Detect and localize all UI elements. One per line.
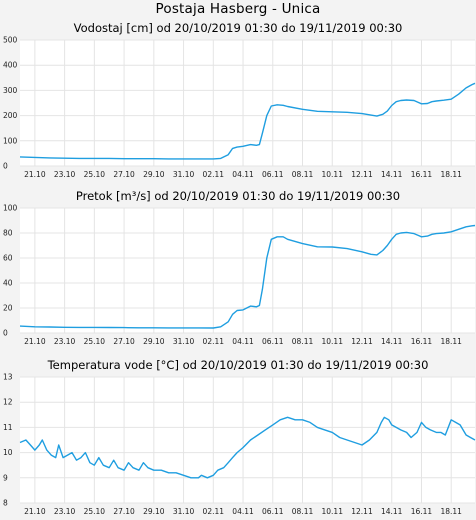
x-tick-label: 29.10 — [143, 170, 165, 179]
x-tick-label: 29.10 — [143, 337, 165, 346]
x-tick-label: 04.11 — [232, 337, 254, 346]
y-tick-label: 13 — [3, 373, 13, 382]
x-tick-label: 21.10 — [24, 170, 46, 179]
y-tick-label: 400 — [3, 61, 18, 70]
y-tick-label: 8 — [3, 499, 8, 508]
y-tick-label: 12 — [3, 398, 13, 407]
chart-title: Pretok [m³/s] od 20/10/2019 01:30 do 19/… — [76, 189, 400, 203]
y-tick-label: 100 — [3, 136, 18, 145]
x-tick-label: 04.11 — [232, 170, 254, 179]
x-tick-label: 29.10 — [143, 507, 165, 516]
y-tick-label: 500 — [3, 36, 18, 45]
y-tick-label: 60 — [3, 254, 13, 263]
x-tick-label: 06.11 — [262, 507, 284, 516]
x-tick-label: 23.10 — [54, 170, 76, 179]
x-tick-label: 10.11 — [322, 170, 344, 179]
x-tick-label: 25.10 — [84, 170, 106, 179]
y-tick-label: 9 — [3, 473, 8, 482]
x-tick-label: 25.10 — [84, 507, 106, 516]
plot-area — [20, 377, 475, 503]
y-tick-label: 200 — [3, 111, 18, 120]
y-tick-label: 10 — [3, 448, 13, 457]
x-tick-label: 12.11 — [351, 507, 373, 516]
x-tick-label: 27.10 — [113, 507, 135, 516]
x-tick-label: 08.11 — [292, 337, 314, 346]
x-tick-label: 10.11 — [322, 337, 344, 346]
series-line — [19, 224, 476, 329]
x-tick-label: 31.10 — [173, 170, 195, 179]
x-tick-label: 18.11 — [440, 170, 462, 179]
chart-1: Vodostaj [cm] od 20/10/2019 01:30 do 19/… — [3, 21, 476, 179]
y-tick-label: 0 — [3, 329, 8, 338]
x-tick-label: 14.11 — [381, 507, 403, 516]
x-tick-label: 08.11 — [292, 507, 314, 516]
x-tick-label: 14.11 — [381, 337, 403, 346]
x-tick-label: 31.10 — [173, 337, 195, 346]
y-tick-label: 80 — [3, 229, 13, 238]
x-tick-label: 21.10 — [24, 337, 46, 346]
x-tick-label: 25.10 — [84, 337, 106, 346]
x-tick-label: 08.11 — [292, 170, 314, 179]
series-line — [19, 82, 476, 160]
chart-title: Vodostaj [cm] od 20/10/2019 01:30 do 19/… — [74, 21, 403, 35]
x-tick-label: 16.11 — [411, 337, 433, 346]
x-tick-label: 16.11 — [411, 507, 433, 516]
x-tick-label: 02.11 — [203, 170, 225, 179]
x-tick-label: 06.11 — [262, 337, 284, 346]
x-tick-label: 02.11 — [203, 337, 225, 346]
x-tick-label: 23.10 — [54, 337, 76, 346]
chart-2: Pretok [m³/s] od 20/10/2019 01:30 do 19/… — [3, 189, 476, 346]
x-tick-label: 06.11 — [262, 170, 284, 179]
x-tick-label: 04.11 — [232, 507, 254, 516]
x-tick-label: 10.11 — [322, 507, 344, 516]
x-tick-label: 12.11 — [351, 170, 373, 179]
y-tick-label: 20 — [3, 304, 13, 313]
x-tick-label: 21.10 — [24, 507, 46, 516]
x-tick-label: 27.10 — [113, 170, 135, 179]
x-tick-label: 27.10 — [113, 337, 135, 346]
x-tick-label: 18.11 — [440, 507, 462, 516]
y-tick-label: 40 — [3, 279, 13, 288]
x-tick-label: 16.11 — [411, 170, 433, 179]
y-tick-label: 100 — [3, 204, 18, 213]
x-tick-label: 14.11 — [381, 170, 403, 179]
y-tick-label: 11 — [3, 423, 13, 432]
y-tick-label: 0 — [3, 162, 8, 171]
series-line — [19, 416, 476, 479]
x-tick-label: 18.11 — [440, 337, 462, 346]
page-title: Postaja Hasberg - Unica — [155, 1, 321, 17]
x-tick-label: 02.11 — [203, 507, 225, 516]
plot-area — [20, 208, 475, 333]
x-tick-label: 31.10 — [173, 507, 195, 516]
chart-3: Temperatura vode [°C] od 20/10/2019 01:3… — [3, 358, 476, 516]
x-tick-label: 23.10 — [54, 507, 76, 516]
chart-title: Temperatura vode [°C] od 20/10/2019 01:3… — [47, 358, 429, 372]
plot-area — [20, 40, 475, 166]
x-tick-label: 12.11 — [351, 337, 373, 346]
y-tick-label: 300 — [3, 86, 18, 95]
